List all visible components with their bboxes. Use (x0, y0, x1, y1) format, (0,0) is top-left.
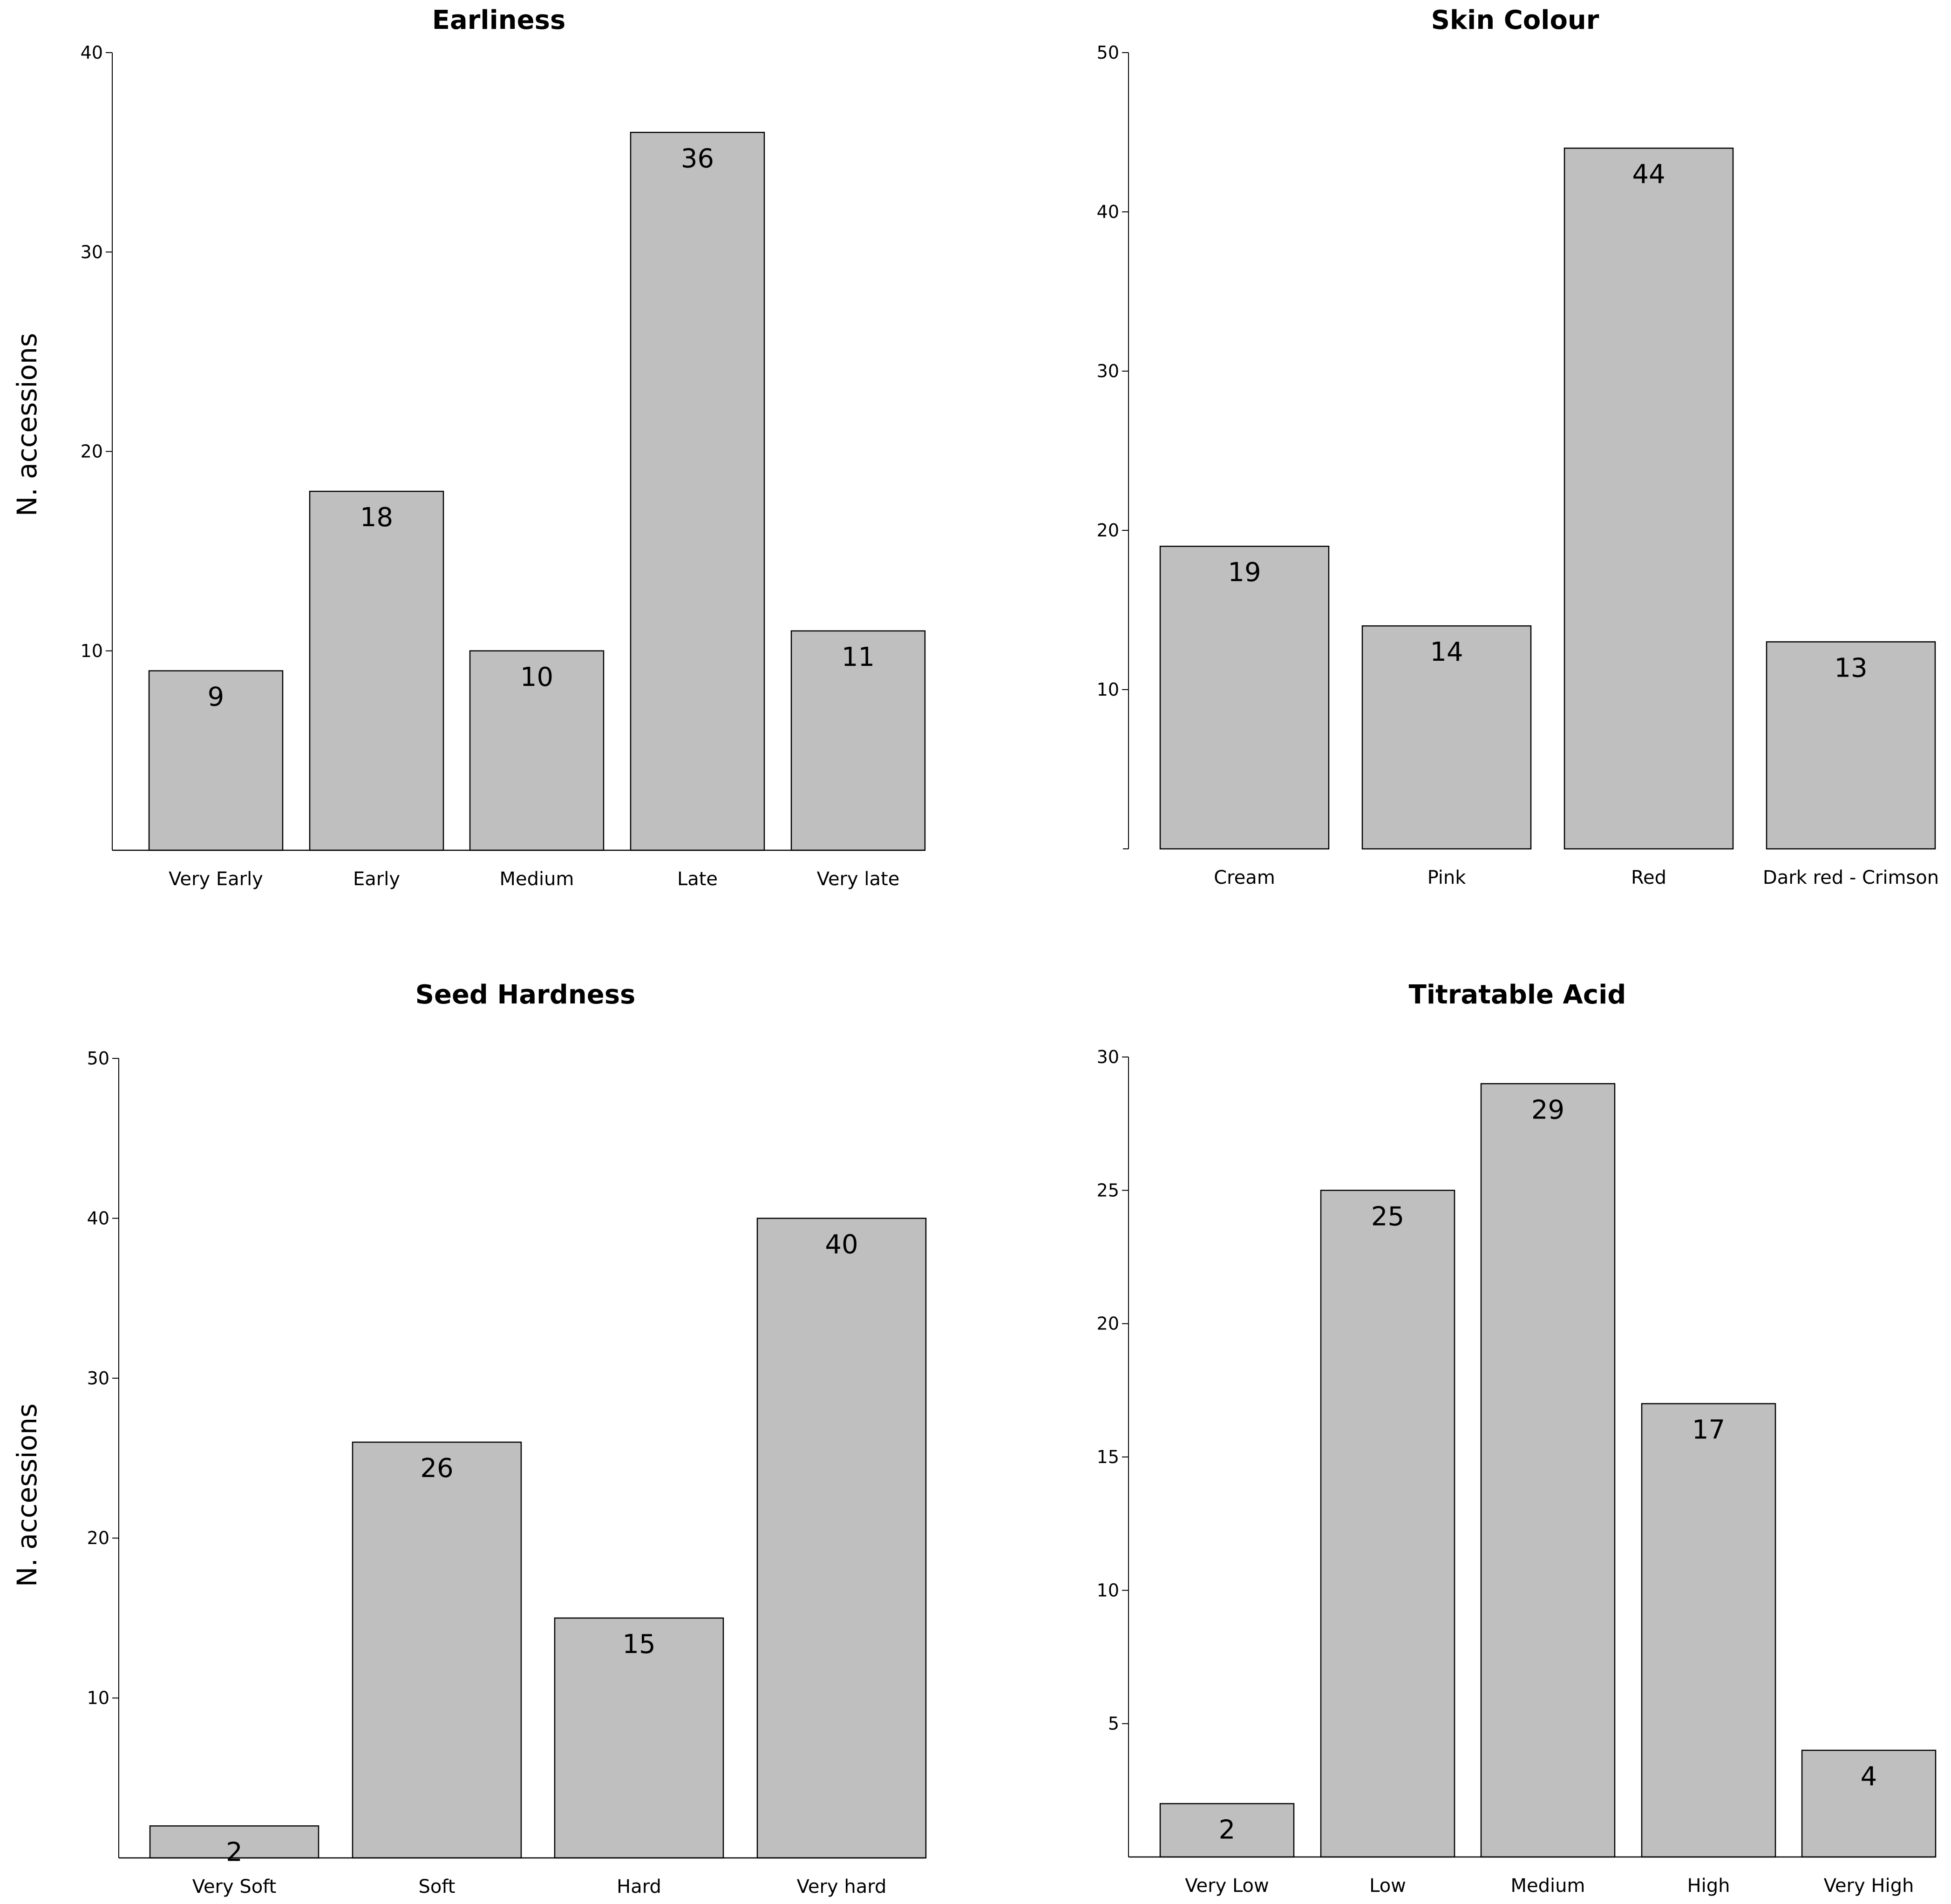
y-tick-label-20: 20 (1097, 520, 1119, 541)
y-axis-label: N. accessions (11, 1403, 43, 1587)
y-tick-label-50: 50 (1097, 42, 1119, 63)
chart-panel-skin-colour: Skin Colour 19 14 44 13 Cream Pink Red Dark re… (1097, 5, 1939, 888)
bar-cream (1159, 545, 1330, 850)
bar-very-early (148, 670, 284, 851)
chart-panel-seed-hardness: Seed Hardness N. accessions 2 26 15 40 Very… (11, 980, 927, 1897)
y-tick-label-30: 30 (1097, 1047, 1119, 1067)
bar-very-low (1159, 1803, 1295, 1858)
bar-soft (352, 1441, 522, 1859)
bar-high (1641, 1403, 1776, 1858)
y-tick-label-10: 10 (1097, 679, 1119, 700)
x-tick-label-dark-red-crimson: Dark red - Crimson (1763, 867, 1939, 888)
x-tick-label-very-low: Very Low (1185, 1875, 1269, 1897)
y-tick-label-40: 40 (81, 42, 103, 63)
bar-early (309, 490, 444, 851)
x-tick-label-early: Early (353, 868, 400, 890)
bar-group: 2 26 15 40 (149, 1218, 927, 1867)
axes: Very Early Early Medium Late Very late 10 20 30… (81, 42, 925, 890)
bar-late (630, 132, 765, 851)
x-tick-label-very-soft: Very Soft (192, 1876, 277, 1897)
data-label-early: 18 (360, 502, 393, 533)
chart-title: Seed Hardness (415, 980, 636, 1010)
bar-dark-red-crimson (1766, 641, 1936, 850)
bar-red (1564, 147, 1734, 850)
bar-group: 2 25 29 17 4 (1159, 1083, 1937, 1858)
y-tick-label-30: 30 (1097, 361, 1119, 381)
x-tick-label-low: Low (1369, 1875, 1406, 1897)
x-tick-label-late: Late (677, 868, 718, 890)
y-tick-label-40: 40 (87, 1208, 109, 1228)
chart-title: Earliness (432, 5, 566, 35)
y-tick-label-40: 40 (1097, 202, 1119, 222)
data-label-pink: 14 (1430, 637, 1463, 667)
bar-pink (1361, 625, 1532, 850)
y-tick-label-15: 15 (1097, 1447, 1119, 1467)
y-tick-label-20: 20 (1097, 1314, 1119, 1334)
y-tick-label-5: 5 (1108, 1714, 1119, 1734)
chart-panel-titratable-acid: Titratable Acid 2 25 29 17 4 Very Low Low Medi… (1097, 980, 1937, 1897)
y-axis-label: N. accessions (11, 333, 43, 516)
data-label-late: 36 (681, 143, 714, 174)
data-label-very-high: 4 (1861, 1762, 1877, 1792)
data-label-cream: 19 (1228, 557, 1261, 588)
y-tick-label-30: 30 (81, 242, 103, 262)
chart-title: Titratable Acid (1409, 980, 1626, 1010)
axes: Very Soft Soft Hard Very hard 10 20 30 40 50 (87, 1048, 925, 1897)
x-tick-label-very-high: Very High (1824, 1875, 1914, 1897)
y-tick-label-20: 20 (87, 1528, 109, 1548)
chart-panel-earliness: Earliness N. accessions 9 18 10 36 11 Very E… (11, 5, 926, 890)
x-tick-label-very-late: Very late (817, 868, 900, 890)
chart-title: Skin Colour (1431, 5, 1599, 35)
y-tick-label-30: 30 (87, 1368, 109, 1389)
x-tick-label-soft: Soft (419, 1876, 455, 1897)
data-label-very-low: 2 (1219, 1815, 1236, 1845)
x-tick-label-medium: Medium (1511, 1875, 1585, 1897)
data-label-very-early: 9 (208, 682, 224, 712)
bar-very-soft (149, 1825, 320, 1859)
data-label-very-soft: 2 (226, 1837, 243, 1867)
bar-hard (554, 1617, 724, 1859)
data-label-dark-red-crimson: 13 (1834, 653, 1867, 683)
x-tick-label-medium: Medium (500, 868, 574, 890)
axes: Very Low Low Medium High Very High 5 10 15 20 25 3… (1097, 1047, 1935, 1897)
bar-medium (469, 650, 605, 851)
data-label-low: 25 (1371, 1201, 1404, 1232)
y-tick-label-20: 20 (81, 441, 103, 462)
axes: Cream Pink Red Dark red - Crimson 10 20 30 40 50 (1097, 42, 1939, 888)
data-label-hard: 15 (622, 1629, 655, 1660)
x-tick-label-very-early: Very Early (169, 868, 263, 890)
x-tick-label-cream: Cream (1214, 867, 1275, 888)
data-label-soft: 26 (420, 1453, 453, 1484)
data-label-medium: 10 (520, 662, 553, 692)
bar-medium (1480, 1083, 1616, 1858)
x-tick-label-very-hard: Very hard (797, 1876, 887, 1897)
x-tick-label-pink: Pink (1428, 867, 1467, 888)
data-label-high: 17 (1692, 1415, 1725, 1445)
x-tick-label-hard: Hard (617, 1876, 661, 1897)
y-tick-label-10: 10 (1097, 1580, 1119, 1600)
data-label-medium: 29 (1531, 1095, 1564, 1125)
bar-low (1320, 1190, 1455, 1858)
x-tick-label-red: Red (1631, 867, 1666, 888)
bar-group: 9 18 10 36 11 (148, 132, 926, 851)
bar-very-hard (756, 1218, 927, 1859)
y-tick-label-10: 10 (81, 641, 103, 661)
bar-very-high (1801, 1749, 1937, 1858)
data-label-very-late: 11 (842, 642, 875, 672)
y-tick-label-50: 50 (87, 1048, 109, 1069)
bar-group: 19 14 44 13 (1159, 147, 1936, 850)
y-tick-label-10: 10 (87, 1688, 109, 1708)
data-label-red: 44 (1632, 159, 1665, 190)
y-tick-label-25: 25 (1097, 1180, 1119, 1200)
x-tick-label-high: High (1687, 1875, 1730, 1897)
data-label-very-hard: 40 (825, 1229, 858, 1260)
bar-very-late (790, 630, 926, 851)
